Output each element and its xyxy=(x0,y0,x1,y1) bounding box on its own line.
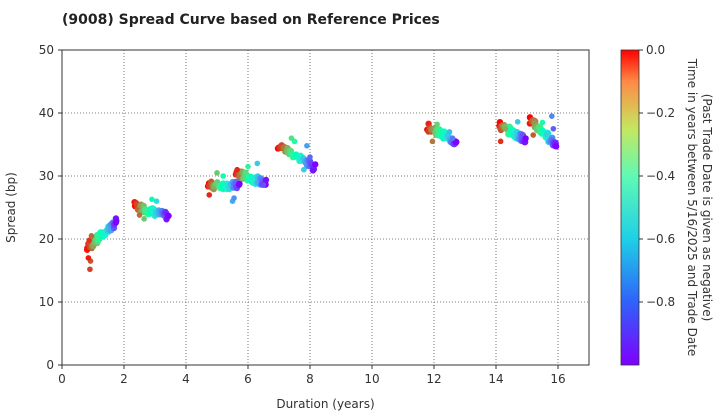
data-point xyxy=(453,138,460,146)
data-point xyxy=(429,138,436,145)
data-point xyxy=(214,170,220,176)
data-point xyxy=(85,255,92,261)
data-point xyxy=(88,233,95,239)
x-tick-label: 2 xyxy=(120,372,128,386)
x-tick-label: 10 xyxy=(364,372,379,386)
colorbar-gradient xyxy=(620,49,640,366)
data-point xyxy=(86,237,93,244)
colorbar-tick-label: −0.4 xyxy=(646,169,675,183)
data-points xyxy=(83,113,560,273)
data-point xyxy=(262,176,270,184)
y-axis-ticks: 0 10 20 30 40 50 xyxy=(39,43,62,372)
data-point xyxy=(550,125,557,132)
data-point xyxy=(220,173,226,179)
y-tick-label: 40 xyxy=(39,106,54,120)
data-point xyxy=(245,163,251,170)
data-point xyxy=(136,212,143,218)
data-point xyxy=(165,212,172,220)
data-point xyxy=(304,142,310,149)
data-point xyxy=(497,138,504,145)
y-tick-label: 50 xyxy=(39,43,54,57)
data-point xyxy=(543,131,551,138)
x-axis-label: Duration (years) xyxy=(276,397,374,411)
data-point xyxy=(141,216,147,222)
colorbar-tick-label: −0.8 xyxy=(646,295,675,309)
data-point xyxy=(309,167,317,174)
data-point xyxy=(449,135,456,141)
data-point xyxy=(539,119,546,126)
plot-area xyxy=(61,49,590,366)
data-point xyxy=(149,196,155,203)
colorbar-label-line1: Time in years between 5/16/2025 and Trad… xyxy=(685,58,699,357)
data-point xyxy=(307,154,313,160)
x-tick-label: 0 xyxy=(58,372,66,386)
y-tick-label: 0 xyxy=(46,358,54,372)
data-point xyxy=(291,138,298,145)
x-tick-label: 6 xyxy=(244,372,252,386)
y-tick-label: 30 xyxy=(39,169,54,183)
data-point xyxy=(446,129,453,135)
data-point xyxy=(112,219,120,226)
data-point xyxy=(434,121,440,128)
grid-lines xyxy=(62,50,589,365)
colorbar-tick-label: −0.2 xyxy=(646,106,675,120)
colorbar: 0.0 −0.2 −0.4 −0.6 −0.8 Time in years betwee… xyxy=(620,43,714,366)
y-tick-label: 10 xyxy=(39,295,54,309)
colorbar-label-line2: (Past Trade Date is given as negative) xyxy=(700,94,714,322)
data-point xyxy=(234,166,240,173)
data-point xyxy=(231,195,237,201)
chart-title: (9008) Spread Curve based on Reference P… xyxy=(62,12,440,28)
x-axis-ticks: 0 2 4 6 8 10 12 14 16 xyxy=(58,365,566,386)
data-point xyxy=(87,266,93,273)
data-point xyxy=(522,135,529,142)
colorbar-ticks: 0.0 −0.2 −0.4 −0.6 −0.8 xyxy=(639,43,675,309)
data-point xyxy=(260,182,267,188)
data-point xyxy=(312,161,319,168)
x-tick-label: 14 xyxy=(488,372,503,386)
data-point xyxy=(301,166,307,173)
x-tick-label: 12 xyxy=(426,372,441,386)
data-point xyxy=(552,143,560,150)
x-tick-label: 8 xyxy=(306,372,314,386)
data-point xyxy=(514,119,521,125)
x-tick-label: 16 xyxy=(550,372,565,386)
data-point xyxy=(254,160,261,167)
data-point xyxy=(236,180,243,188)
data-point xyxy=(206,192,213,198)
colorbar-tick-label: 0.0 xyxy=(646,43,665,57)
y-tick-label: 20 xyxy=(39,232,54,246)
data-point xyxy=(530,132,536,138)
colorbar-tick-label: −0.6 xyxy=(646,232,675,246)
data-point xyxy=(502,125,509,132)
y-axis-label: Spread (bp) xyxy=(4,172,18,243)
data-point xyxy=(549,113,555,119)
x-tick-label: 4 xyxy=(182,372,190,386)
data-point xyxy=(153,198,160,204)
